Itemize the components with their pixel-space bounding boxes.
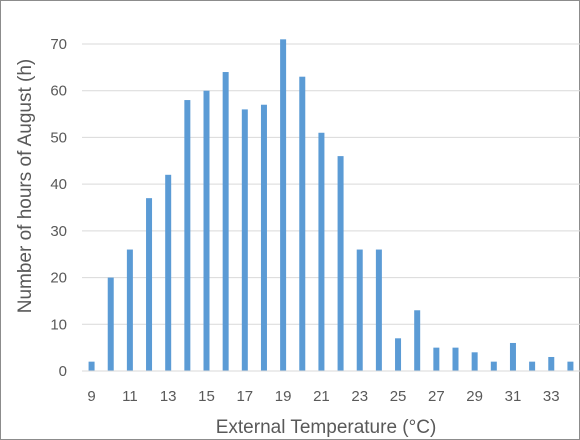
y-tick-label: 10	[50, 316, 67, 333]
y-tick-label: 30	[50, 223, 67, 240]
x-tick-label: 17	[236, 388, 253, 405]
bar-30	[490, 361, 497, 371]
bar-24	[375, 249, 382, 371]
x-tick-label: 21	[313, 388, 330, 405]
x-axis-ticks: 9 11 13 15 17 19 21 23 25 27 29 31 33	[87, 388, 559, 405]
bar-17	[241, 109, 248, 372]
bar-31	[509, 342, 516, 371]
y-tick-label: 20	[50, 270, 67, 287]
x-tick-label: 29	[466, 388, 483, 405]
bar-9	[88, 361, 95, 371]
x-tick-label: 27	[428, 388, 445, 405]
gridlines	[82, 43, 580, 325]
bar-13	[165, 174, 172, 371]
x-tick-label: 9	[87, 388, 95, 405]
bar-18	[260, 104, 267, 371]
bar-33	[548, 356, 555, 371]
x-tick-label: 19	[275, 388, 292, 405]
bar-12	[146, 198, 153, 371]
y-tick-label: 40	[50, 176, 67, 193]
x-tick-label: 33	[543, 388, 560, 405]
x-tick-label: 13	[160, 388, 177, 405]
bar-15	[203, 90, 210, 371]
bar-22	[337, 156, 344, 371]
y-tick-label: 0	[59, 363, 67, 380]
bar-16	[222, 72, 229, 372]
bar-21	[318, 132, 325, 371]
y-tick-label: 60	[50, 83, 67, 100]
y-axis-title: Number of hours of August (h)	[15, 59, 36, 314]
bar-29	[471, 352, 478, 371]
y-axis-ticks: 0 10 20 30 40 50 60 70	[50, 36, 67, 380]
x-tick-label: 25	[390, 388, 407, 405]
x-tick-label: 11	[122, 388, 138, 405]
bar-32	[529, 361, 536, 371]
x-tick-label: 15	[198, 388, 215, 405]
bar-11	[126, 249, 133, 371]
bar-25	[395, 338, 402, 371]
bar-23	[356, 249, 363, 371]
x-tick-label: 31	[505, 388, 522, 405]
x-axis-title: External Temperature (°C)	[216, 417, 437, 438]
bar-10	[107, 277, 114, 371]
y-tick-label: 50	[50, 129, 67, 146]
x-tick-label: 23	[351, 388, 368, 405]
y-tick-label: 70	[50, 36, 67, 53]
bar-26	[414, 310, 421, 371]
bar-19	[280, 39, 287, 371]
bars	[88, 39, 574, 372]
bar-14	[184, 100, 191, 372]
bar-27	[433, 347, 440, 371]
bar-20	[299, 76, 306, 371]
bar-28	[452, 347, 459, 371]
bar-34	[567, 361, 574, 371]
